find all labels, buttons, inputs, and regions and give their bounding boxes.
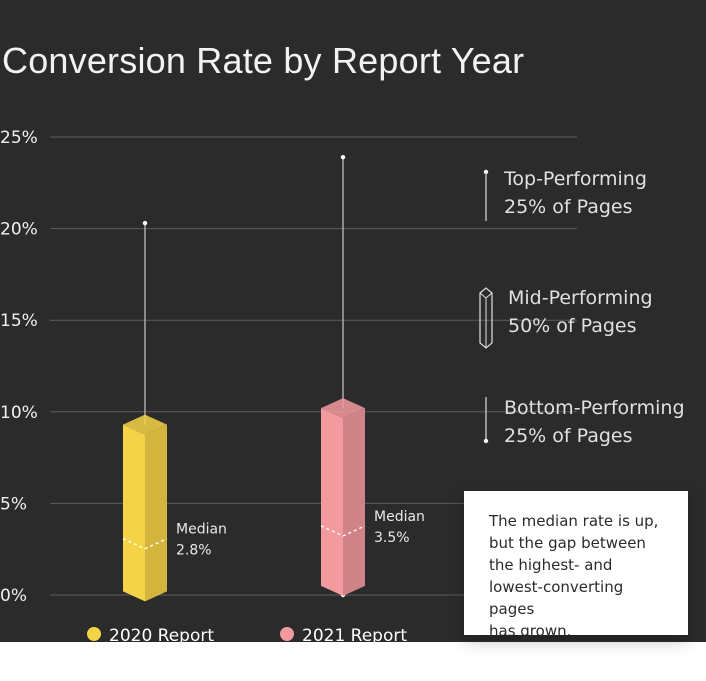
box-left-face [123, 424, 145, 602]
median-line [122, 538, 168, 550]
box-top-face [321, 398, 365, 419]
guide-bottom-sub: 25% of Pages [504, 425, 633, 447]
box-left-face [321, 408, 343, 596]
guide-box-outline [479, 287, 493, 349]
box-right-face [145, 424, 167, 602]
annotation-line: has grown. [489, 622, 572, 640]
guide-top-title: Top-Performing [503, 168, 647, 190]
box-plot-chart: 25% 20% 15% 10% 5% 0% Median 2.8% 2020 Report Med… [0, 128, 685, 642]
legend-label: 2020 Report [109, 626, 214, 642]
median-label: Median [176, 522, 227, 538]
y-tick-label: 25% [0, 128, 38, 148]
median-label: Median [374, 509, 425, 525]
guide-box-top [479, 292, 493, 299]
y-tick-label: 5% [0, 494, 27, 514]
annotation-line: lowest-converting pages [489, 578, 624, 618]
guide-bottom-dot [483, 438, 489, 444]
legend-swatch [280, 627, 294, 641]
chart-title: Conversion Rate by Report Year [2, 40, 525, 81]
median-value: 2.8% [176, 543, 212, 559]
guide-bottom-title: Bottom-Performing [504, 397, 685, 419]
annotation-line: The median rate is up, [489, 512, 659, 530]
y-tick-label: 10% [0, 403, 38, 423]
box-right-face [343, 408, 365, 596]
y-tick-label: 15% [0, 311, 38, 331]
annotation-line: but the gap between [489, 534, 646, 552]
annotation-box: The median rate is up, but the gap betwe… [464, 491, 688, 640]
legend-label: 2021 Report [302, 626, 407, 642]
box-top-face [123, 414, 167, 435]
legend-swatch [87, 627, 101, 641]
guide-top-sub: 25% of Pages [504, 196, 633, 218]
median-value: 3.5% [374, 530, 410, 546]
max-point [142, 220, 148, 226]
guide-mid-title: Mid-Performing [508, 287, 653, 309]
max-point [340, 154, 346, 160]
y-tick-label: 20% [0, 220, 38, 240]
annotation-line: the highest- and [489, 556, 613, 574]
y-tick-label: 0% [0, 586, 27, 606]
median-line [320, 525, 366, 537]
guide-mid-sub: 50% of Pages [508, 315, 637, 337]
